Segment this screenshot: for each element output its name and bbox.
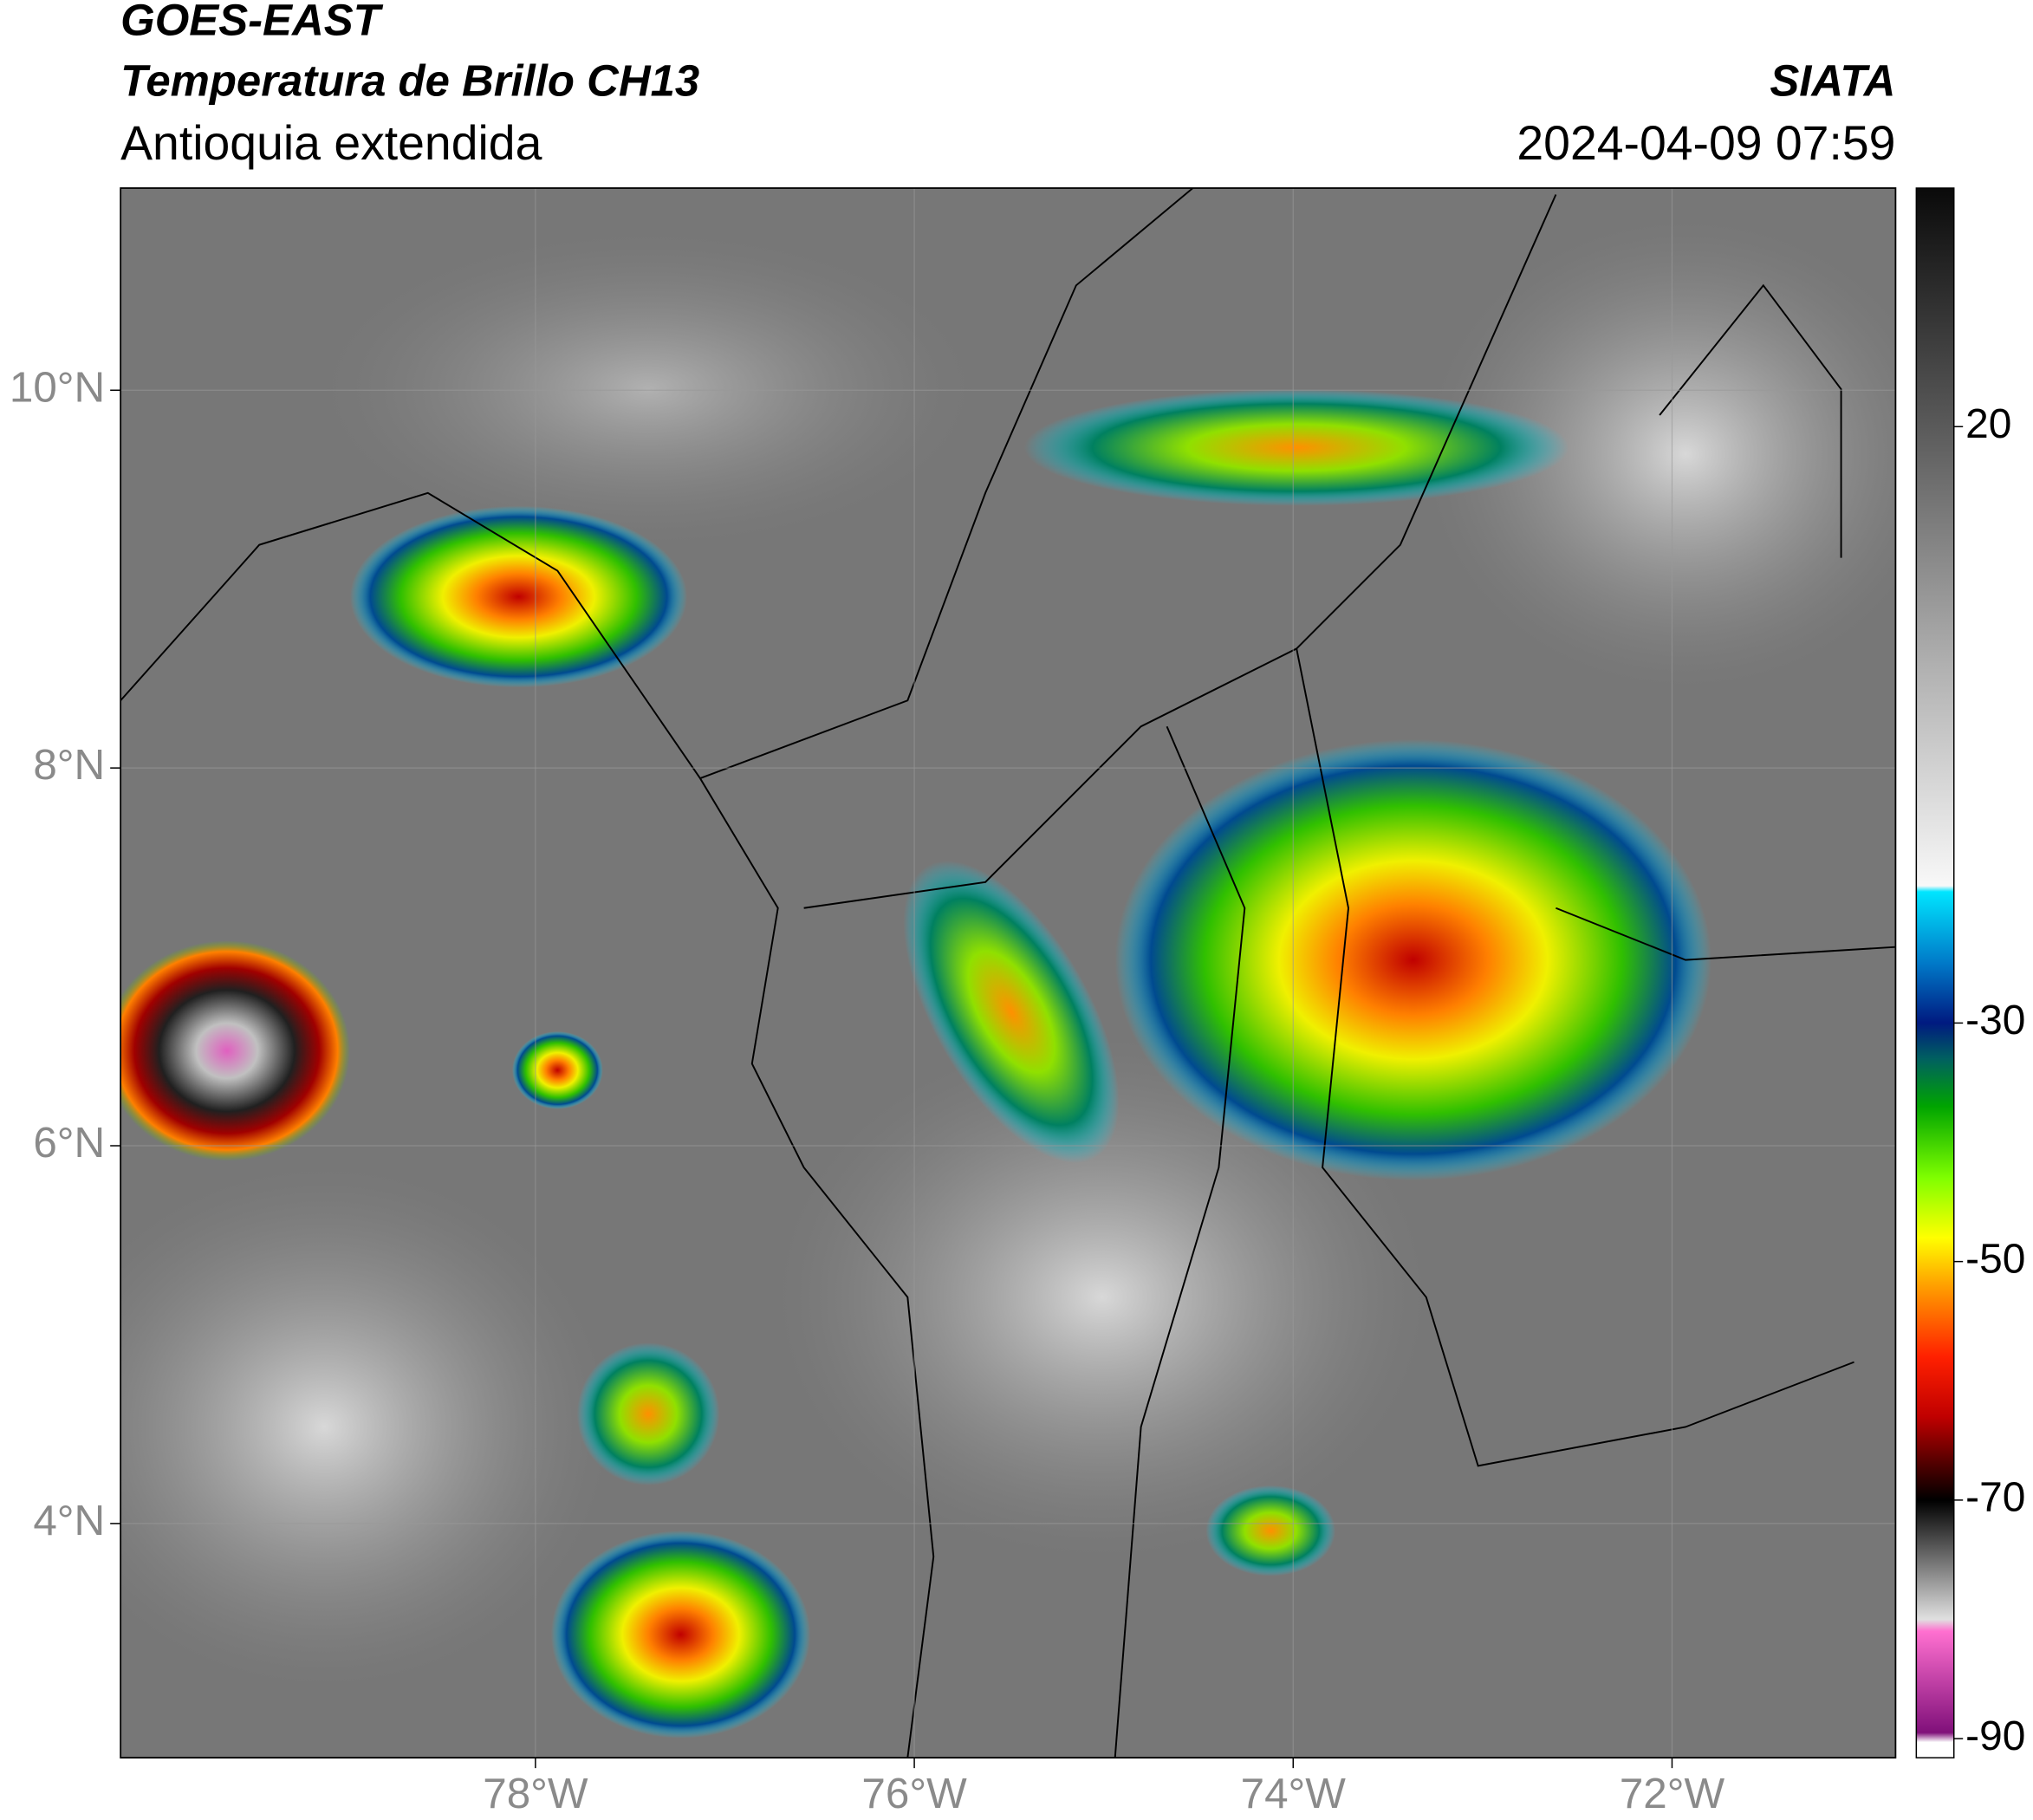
storm [903, 861, 1120, 1163]
datetime: 2024-04-09 07:59 [1517, 116, 1895, 170]
colorbar-tick-label: 20 [1965, 401, 2011, 447]
cloud [1426, 220, 1896, 688]
storm [550, 1531, 811, 1739]
storm [349, 505, 687, 688]
y-tick-label: 6°N [33, 1119, 105, 1167]
colorbar-tick-label: -70 [1965, 1475, 2025, 1521]
x-tick-label: 74°W [1241, 1770, 1347, 1817]
colorbar [1915, 187, 1955, 1758]
storm [1205, 1485, 1336, 1576]
y-tick-label: 10°N [10, 363, 105, 411]
y-tick-label: 8°N [33, 741, 105, 789]
x-tick-label: 76°W [861, 1770, 967, 1817]
colorbar-tick-label: -30 [1965, 998, 2025, 1043]
cloud [777, 1037, 1426, 1557]
storm [511, 1030, 603, 1109]
storm [576, 1342, 720, 1485]
y-tick-label: 4°N [33, 1497, 105, 1544]
storm [1023, 389, 1569, 506]
colorbar-tick-label: -50 [1965, 1236, 2025, 1282]
grid [120, 188, 1896, 1758]
product: Temperatura de Brillo CH13 [120, 56, 699, 106]
storm [1114, 739, 1711, 1181]
region: Antioquia extendida [120, 116, 542, 170]
satellite-image [120, 188, 1896, 1758]
cloud [324, 233, 973, 545]
source: SIATA [1770, 56, 1895, 106]
x-tick-label: 72°W [1620, 1770, 1725, 1817]
storm [120, 940, 350, 1161]
colorbar-tick-label: -90 [1965, 1713, 2025, 1759]
x-tick-label: 78°W [483, 1770, 588, 1817]
map-frame [120, 187, 1897, 1759]
satellite: GOES-EAST [120, 0, 383, 44]
cloud [120, 1167, 610, 1687]
borders [120, 188, 1896, 1758]
